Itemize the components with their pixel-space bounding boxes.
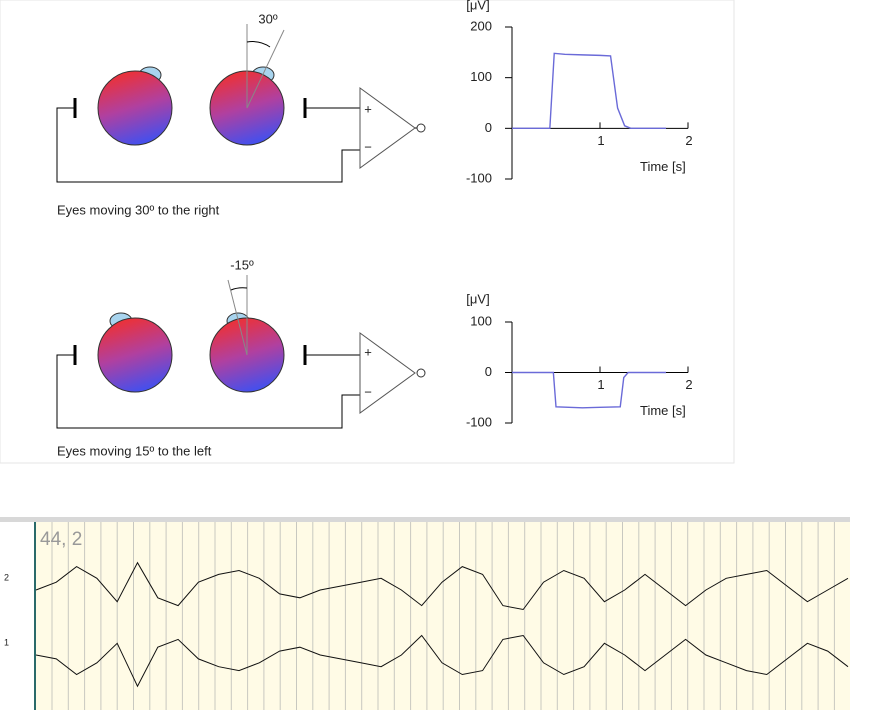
trace: [35, 561, 849, 611]
wires: [56, 107, 360, 183]
channel-label: 2: [4, 572, 9, 582]
amplifier: [359, 87, 416, 169]
eye: [97, 317, 173, 393]
toolbar-edge: [0, 517, 850, 522]
wires: [56, 354, 360, 429]
y-axis-label: [μV]: [466, 291, 489, 306]
amp-minus: −: [364, 139, 372, 154]
x-tick-label: 2: [685, 133, 692, 148]
recording-label: 44, 2: [40, 529, 82, 550]
channel-column: [0, 522, 35, 710]
amp-plus: +: [364, 101, 372, 116]
y-tick-label: -100: [466, 414, 492, 429]
angle-label: -15º: [230, 257, 254, 272]
angle-line: [227, 279, 248, 356]
recording: 44, 2: [0, 517, 850, 710]
angle-arc: [230, 287, 248, 291]
x-tick-label: 1: [597, 133, 604, 148]
x-tick-label: 1: [597, 377, 604, 392]
plot-area: [35, 522, 850, 710]
panel-1: 30º + − Eyes moving 30º to the right: [56, 11, 426, 217]
y-tick-label: 200: [470, 18, 492, 33]
angle-line: [246, 29, 285, 109]
amp-plus: +: [364, 344, 372, 359]
time-grid: [51, 522, 835, 710]
waveform: [512, 371, 666, 409]
y-tick-label: 0: [485, 120, 492, 135]
y-axis-label: [μV]: [466, 0, 489, 12]
waveform: [512, 52, 666, 130]
y-tick-label: -100: [466, 170, 492, 185]
panel-2: -15º + − Eyes moving 15º to the left: [56, 257, 426, 458]
x-tick-label: 2: [685, 377, 692, 392]
amplifier: [359, 332, 416, 414]
trace: [35, 634, 849, 688]
channel-label: 1: [4, 637, 9, 647]
x-axis-label: Time [s]: [640, 159, 686, 174]
output-terminal: [416, 368, 426, 378]
x-axis-label: Time [s]: [640, 403, 686, 418]
caption: Eyes moving 30º to the right: [57, 202, 220, 217]
angle-label: 30º: [258, 11, 277, 26]
y-tick-label: 100: [470, 313, 492, 328]
caption: Eyes moving 15º to the left: [57, 443, 212, 458]
amp-minus: −: [364, 384, 372, 399]
angle-arc: [246, 41, 271, 48]
y-tick-label: 0: [485, 364, 492, 379]
y-tick-label: 100: [470, 69, 492, 84]
output-terminal: [416, 123, 426, 133]
eye: [97, 70, 173, 146]
